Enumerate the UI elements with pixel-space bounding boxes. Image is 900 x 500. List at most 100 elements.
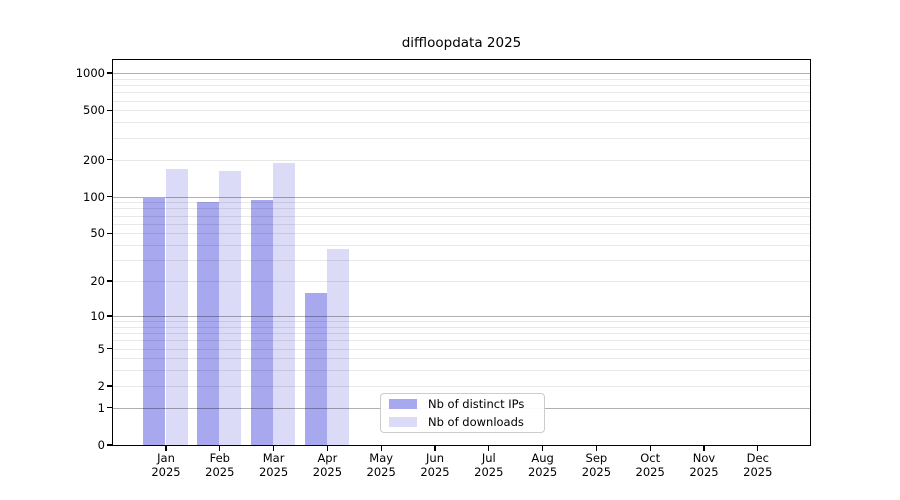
y-tick-label: 100 (83, 189, 105, 204)
x-tick-label: Jan 2025 (138, 451, 194, 479)
x-tick-month: Mar (262, 451, 285, 465)
bar-downloads-mar (273, 163, 296, 445)
gridline-minor (113, 348, 810, 350)
x-tick-mark (326, 446, 329, 451)
x-tick-year: 2025 (151, 464, 181, 479)
y-tick-label: 50 (90, 226, 105, 241)
x-tick-label: Aug 2025 (515, 451, 571, 479)
x-tick-label: Jun 2025 (407, 451, 463, 479)
gridline-minor (113, 281, 810, 283)
y-tick-mark (107, 444, 113, 446)
x-tick-month: Sep (585, 451, 608, 465)
y-tick-label: 20 (90, 274, 105, 289)
gridline-minor (113, 137, 810, 139)
bar-downloads-apr (327, 249, 349, 445)
x-tick-mark (434, 446, 436, 451)
bar-distinct-ips-jan (143, 197, 166, 445)
x-tick-month: Jul (481, 451, 496, 465)
gridline-minor (113, 385, 810, 387)
y-tick-label: 200 (83, 152, 105, 167)
x-tick-label: Apr 2025 (299, 451, 355, 479)
gridline-minor (113, 208, 810, 210)
x-tick-mark (488, 446, 490, 451)
gridline-minor (113, 321, 810, 323)
x-tick-mark (219, 446, 221, 451)
gridline-major (113, 73, 810, 75)
x-tick-label: Oct 2025 (622, 451, 678, 479)
x-tick-year: 2025 (527, 464, 558, 479)
x-tick-mark (703, 446, 705, 451)
legend-label-distinct-ips: Nb of distinct IPs (428, 396, 525, 411)
x-tick-mark (380, 446, 382, 451)
x-tick-label: Nov 2025 (676, 451, 732, 479)
legend-item-downloads: Nb of downloads (389, 415, 536, 430)
x-tick-year: 2025 (581, 464, 612, 479)
y-tick-mark (107, 232, 113, 235)
x-tick-year: 2025 (474, 464, 504, 479)
x-tick-mark (595, 446, 598, 451)
x-tick-month: Jan (157, 451, 175, 465)
x-tick-label: Sep 2025 (568, 451, 624, 479)
x-tick-year: 2025 (366, 464, 396, 479)
gridline-minor (113, 92, 810, 94)
legend-swatch-distinct-ips (389, 398, 417, 410)
gridline-minor (113, 340, 810, 342)
x-tick-year: 2025 (205, 464, 235, 479)
x-tick-year: 2025 (743, 464, 773, 479)
y-tick-label: 10 (90, 308, 105, 323)
x-tick-label: Feb 2025 (192, 451, 248, 479)
gridline-minor (113, 260, 810, 262)
x-tick-month: Jun (426, 451, 444, 465)
legend-item-distinct-ips: Nb of distinct IPs (389, 397, 536, 412)
x-tick-month: Apr (317, 451, 338, 465)
x-tick-month: Feb (209, 451, 230, 465)
y-tick-mark (107, 385, 113, 387)
x-tick-year: 2025 (635, 464, 665, 479)
gridline-major (113, 196, 810, 198)
chart-title: diffloopdata 2025 (401, 35, 522, 51)
x-tick-year: 2025 (312, 464, 343, 479)
x-tick-year: 2025 (689, 464, 719, 479)
x-tick-month: May (369, 451, 394, 465)
bar-distinct-ips-mar (250, 199, 273, 445)
y-tick-label: 0 (97, 438, 105, 452)
x-tick-mark (272, 446, 275, 451)
x-tick-year: 2025 (258, 464, 289, 479)
y-tick-mark (107, 406, 113, 409)
x-tick-month: Oct (640, 451, 661, 465)
bar-downloads-feb (219, 170, 242, 445)
y-tick-mark (107, 158, 113, 161)
y-tick-mark (107, 280, 113, 282)
gridline-minor (113, 358, 810, 360)
x-tick-mark (757, 446, 759, 451)
x-tick-month: Dec (746, 451, 769, 465)
gridline-major (113, 315, 810, 318)
x-tick-mark (541, 446, 544, 451)
y-tick-mark (107, 315, 113, 317)
bar-downloads-jan (165, 168, 188, 445)
bar-distinct-ips-apr (304, 292, 327, 445)
gridline-minor (113, 370, 810, 372)
y-tick-mark (107, 109, 113, 112)
x-tick-month: Nov (692, 451, 716, 465)
gridline-minor (113, 100, 810, 102)
y-tick-label: 2 (97, 378, 105, 393)
y-tick-mark (107, 347, 113, 350)
y-tick-label: 1 (97, 400, 105, 415)
gridline-minor (113, 202, 810, 204)
gridline-minor (113, 333, 810, 335)
gridline-minor (113, 215, 810, 217)
x-tick-mark (165, 446, 167, 451)
legend-swatch-downloads (389, 416, 417, 428)
legend-label-downloads: Nb of downloads (428, 414, 524, 429)
bar-distinct-ips-feb (197, 201, 219, 445)
gridline-minor (113, 159, 810, 161)
y-tick-mark (107, 72, 113, 74)
gridline-minor (113, 245, 810, 247)
x-tick-label: Dec 2025 (730, 451, 786, 479)
legend: Nb of distinct IPs Nb of downloads (380, 393, 545, 433)
gridline-minor (113, 110, 810, 112)
y-tick-label: 5 (97, 341, 105, 356)
x-tick-mark (649, 446, 651, 451)
